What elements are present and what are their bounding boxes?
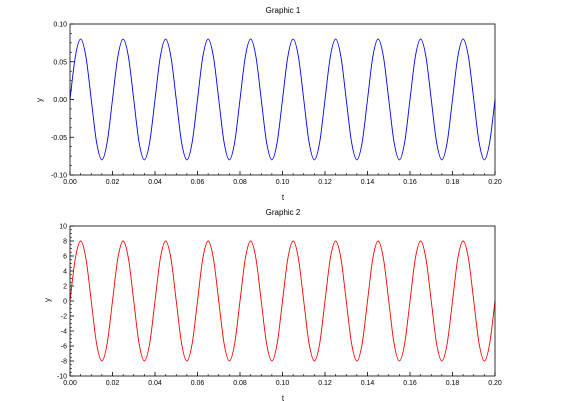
chart-graphic-2: Graphic 2 t y 0.00 0.02 0.04 0.06 0.08 0.10 0.… <box>43 208 502 401</box>
y-tick-label: 0.00 <box>53 97 67 104</box>
x-tick-label: 0.18 <box>446 380 460 387</box>
x-tick-label: 0.02 <box>106 179 120 186</box>
x-tick-label: 0.18 <box>446 179 460 186</box>
chart-title: Graphic 1 <box>266 6 301 15</box>
y-tick-label: -10 <box>57 374 67 381</box>
x-tick-label: 0.20 <box>488 179 502 186</box>
x-tick-label: 0.06 <box>191 179 205 186</box>
series-line-1 <box>69 38 496 161</box>
plot-area <box>69 23 496 176</box>
x-tick-label: 0.08 <box>233 380 247 387</box>
x-tick-label: 0.04 <box>148 179 162 186</box>
plot-area <box>69 225 496 377</box>
x-tick-label: 0.04 <box>148 380 162 387</box>
y-tick-label: 10 <box>59 224 67 231</box>
x-tick-label: 0.00 <box>63 380 77 387</box>
x-tick-label: 0.02 <box>106 380 120 387</box>
y-tick-label: 0.10 <box>53 22 67 29</box>
y-tick-label: -0.05 <box>51 135 67 142</box>
y-tick-label: 0 <box>63 299 67 306</box>
y-tick-label: 4 <box>63 269 67 276</box>
y-tick-label: -0.10 <box>51 173 67 180</box>
x-tick-label: 0.20 <box>488 380 502 387</box>
x-tick-label: 0.14 <box>361 179 375 186</box>
y-tick-label: 6 <box>63 254 67 261</box>
x-tick-label: 0.10 <box>276 380 290 387</box>
y-tick-label: 0.05 <box>53 59 67 66</box>
y-tick-label: 8 <box>63 239 67 246</box>
chart-title: Graphic 2 <box>266 208 301 217</box>
series-line-1 <box>69 240 496 362</box>
x-tick-label: 0.00 <box>63 179 77 186</box>
x-tick-label: 0.10 <box>276 179 290 186</box>
x-tick-label: 0.12 <box>318 380 332 387</box>
x-axis-label: t <box>282 193 285 202</box>
x-tick-label: 0.14 <box>361 380 375 387</box>
y-tick-label: -2 <box>61 314 67 321</box>
y-axis-label: y <box>43 298 52 302</box>
y-tick-label: -6 <box>61 344 67 351</box>
y-axis-label: y <box>35 98 44 102</box>
y-tick-label: 2 <box>63 284 67 291</box>
x-tick-label: 0.16 <box>403 380 417 387</box>
x-tick-label: 0.16 <box>403 179 417 186</box>
chart-graphic-1: Graphic 1 t y 0.00 0.02 0.04 0.06 0.08 0.10 0.… <box>35 6 502 202</box>
x-tick-label: 0.06 <box>191 380 205 387</box>
x-tick-label: 0.08 <box>233 179 247 186</box>
x-axis-label: t <box>282 394 285 401</box>
y-tick-label: -8 <box>61 359 67 366</box>
x-tick-label: 0.12 <box>318 179 332 186</box>
y-tick-label: -4 <box>61 329 67 336</box>
